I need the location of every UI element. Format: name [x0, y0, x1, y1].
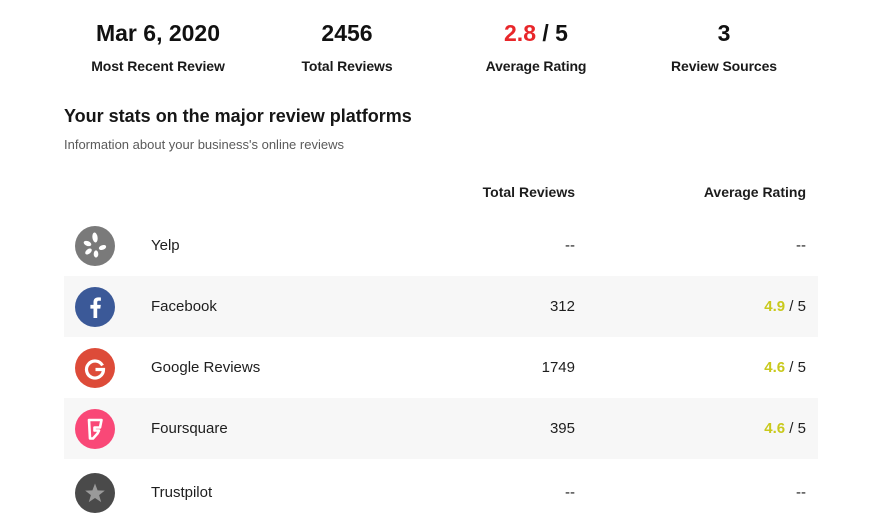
review-sources-label: Review Sources [671, 58, 777, 74]
total-reviews-cell: 312 [549, 298, 575, 315]
average-rating-cell: -- [796, 484, 806, 501]
rating-suffix: / 5 [785, 359, 806, 376]
column-header-average-rating: Average Rating [703, 184, 806, 200]
rating-value: 4.6 [764, 420, 786, 437]
average-rating-label: Average Rating [485, 58, 587, 74]
foursquare-icon [75, 409, 115, 449]
rating-suffix: / 5 [785, 298, 806, 315]
average-rating-value: 2.8 / 5 [441, 18, 631, 48]
facebook-icon [75, 287, 115, 327]
average-rating-cell: 4.9 / 5 [764, 298, 806, 315]
total-reviews-label: Total Reviews [301, 58, 393, 74]
platform-name: Facebook [151, 298, 217, 315]
total-reviews-cell: 1749 [541, 359, 575, 376]
average-rating-cell: 4.6 / 5 [764, 359, 806, 376]
platform-name: Yelp [151, 237, 180, 254]
stat-average-rating: 2.8 / 5 Average Rating [441, 18, 631, 74]
table-row-yelp: Yelp -- -- [64, 215, 818, 276]
trustpilot-icon [75, 473, 115, 513]
column-header-total-reviews: Total Reviews [482, 184, 575, 200]
average-rating-cell: 4.6 / 5 [764, 420, 806, 437]
platform-table: Yelp -- -- Facebook 312 4.9 / 5 Google R… [64, 215, 818, 523]
rating-suffix: -- [796, 484, 806, 501]
yelp-icon [75, 226, 115, 266]
google-icon [75, 348, 115, 388]
most-recent-review-label: Most Recent Review [91, 58, 225, 74]
table-row-facebook: Facebook 312 4.9 / 5 [64, 276, 818, 337]
total-reviews-cell: -- [565, 484, 575, 501]
rating-suffix: -- [796, 237, 806, 254]
total-reviews-cell: 395 [549, 420, 575, 437]
stat-most-recent-review: Mar 6, 2020 Most Recent Review [63, 18, 253, 74]
total-reviews-value: 2456 [321, 20, 373, 46]
section-subtitle: Information about your business's online… [64, 137, 344, 152]
table-row-foursquare: Foursquare 395 4.6 / 5 [64, 398, 818, 459]
review-sources-value: 3 [717, 20, 731, 46]
rating-suffix: / 5 [785, 420, 806, 437]
section-title: Your stats on the major review platforms [64, 106, 412, 126]
most-recent-review-value: Mar 6, 2020 [95, 20, 221, 46]
rating-value: 4.6 [764, 359, 786, 376]
stat-total-reviews: 2456 Total Reviews [252, 18, 442, 74]
platform-name: Google Reviews [151, 359, 261, 376]
table-row-google-reviews: Google Reviews 1749 4.6 / 5 [64, 337, 818, 398]
platform-name: Foursquare [151, 420, 228, 437]
summary-stats: Mar 6, 2020 Most Recent Review 2456 Tota… [0, 0, 873, 90]
stat-review-sources: 3 Review Sources [629, 18, 819, 74]
average-rating-cell: -- [796, 237, 806, 254]
average-rating-suffix: / 5 [536, 20, 568, 46]
rating-value: 4.9 [764, 298, 786, 315]
platform-name: Trustpilot [151, 484, 213, 501]
table-row-trustpilot: Trustpilot -- -- [64, 459, 818, 523]
total-reviews-cell: -- [565, 237, 575, 254]
average-rating-number: 2.8 [504, 20, 536, 46]
